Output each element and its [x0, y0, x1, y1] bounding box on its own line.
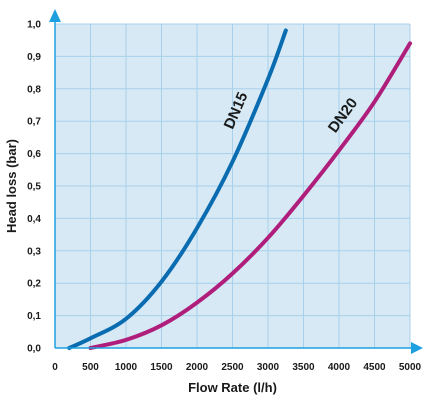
y-tick-label: 0,8 — [27, 84, 41, 95]
y-tick-label: 0,1 — [27, 311, 41, 322]
x-axis-tick-labels: 0 500 1000 1500 2000 2500 3000 3500 4000 4500 5000 — [52, 362, 421, 373]
y-tick-label: 0,0 — [27, 344, 41, 355]
y-axis-arrowhead — [49, 9, 61, 22]
y-tick-label: 0,2 — [27, 279, 41, 290]
x-tick-label: 500 — [82, 362, 99, 373]
grid-lines — [55, 23, 411, 348]
x-tick-label: 1500 — [150, 362, 173, 373]
y-tick-label: 0,7 — [27, 117, 41, 128]
y-tick-label: 0,5 — [27, 182, 41, 193]
x-tick-label: 0 — [52, 362, 58, 373]
x-axis-title: Flow Rate (l/h) — [188, 380, 277, 395]
x-tick-label: 2000 — [186, 362, 209, 373]
y-axis-title: Head loss (bar) — [4, 139, 19, 233]
y-tick-label: 0,4 — [27, 214, 41, 225]
x-tick-label: 1000 — [115, 362, 138, 373]
y-tick-label: 0,3 — [27, 246, 41, 257]
y-tick-label: 0,6 — [27, 149, 41, 160]
y-tick-label: 0,9 — [27, 52, 41, 63]
series-line-dn15 — [67, 28, 288, 350]
x-axis-arrowhead — [411, 342, 423, 354]
x-tick-label: 4000 — [328, 362, 351, 373]
x-tick-label: 3000 — [257, 362, 280, 373]
x-tick-label: 3500 — [292, 362, 315, 373]
axis-arrows — [49, 9, 423, 354]
x-tick-label: 4500 — [363, 362, 386, 373]
x-tick-label: 2500 — [221, 362, 244, 373]
x-tick-label: 5000 — [399, 362, 422, 373]
y-tick-label: 1,0 — [27, 20, 41, 31]
y-axis-tick-labels: 0,0 0,1 0,2 0,3 0,4 0,5 0,6 0,7 0,8 0,9 1,0 — [27, 20, 41, 355]
series-line-dn20 — [88, 41, 412, 350]
series-lines — [67, 28, 412, 350]
